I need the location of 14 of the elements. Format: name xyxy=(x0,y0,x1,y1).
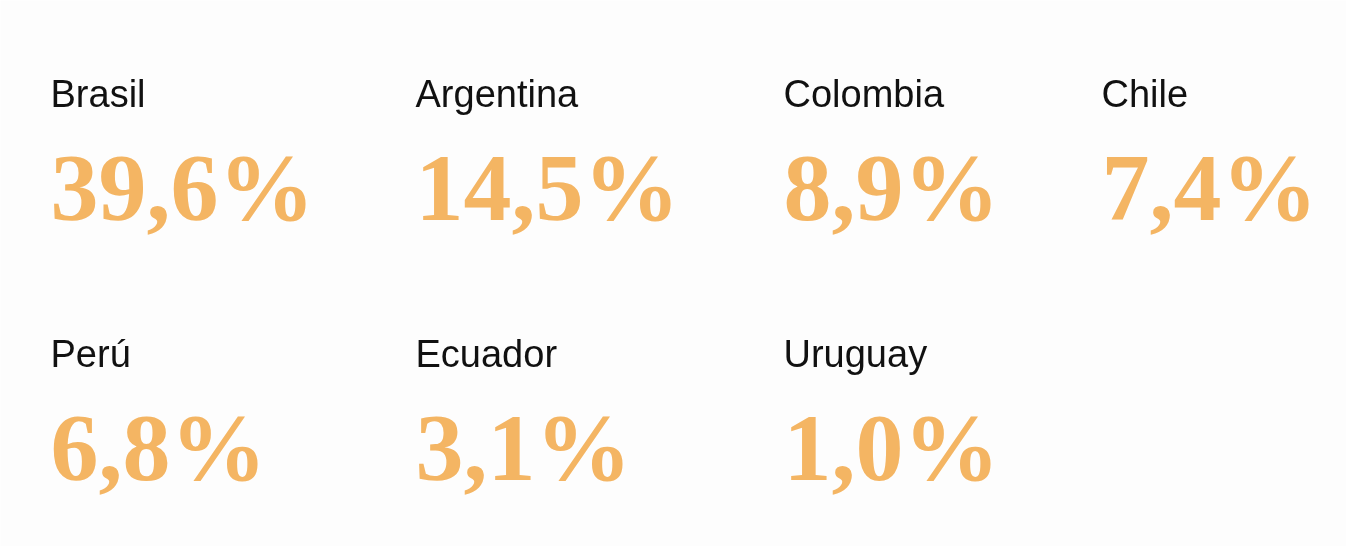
data-label: 8,9% xyxy=(783,134,1000,241)
category-label: Ecuador xyxy=(415,332,558,375)
category-label: Argentina xyxy=(415,72,580,115)
data-label: 6,8% xyxy=(50,394,267,501)
category-label: Uruguay xyxy=(783,332,928,375)
category-label: Perú xyxy=(50,332,131,375)
data-label: 1,0% xyxy=(783,394,1000,501)
data-label: 14,5% xyxy=(415,134,680,241)
category-label: Chile xyxy=(1101,72,1189,115)
category-label: Colombia xyxy=(783,72,945,115)
category-label: Brasil xyxy=(50,72,146,115)
data-label: 39,6% xyxy=(50,134,315,241)
data-label: 7,4% xyxy=(1101,134,1318,241)
data-label: 3,1% xyxy=(415,394,632,501)
